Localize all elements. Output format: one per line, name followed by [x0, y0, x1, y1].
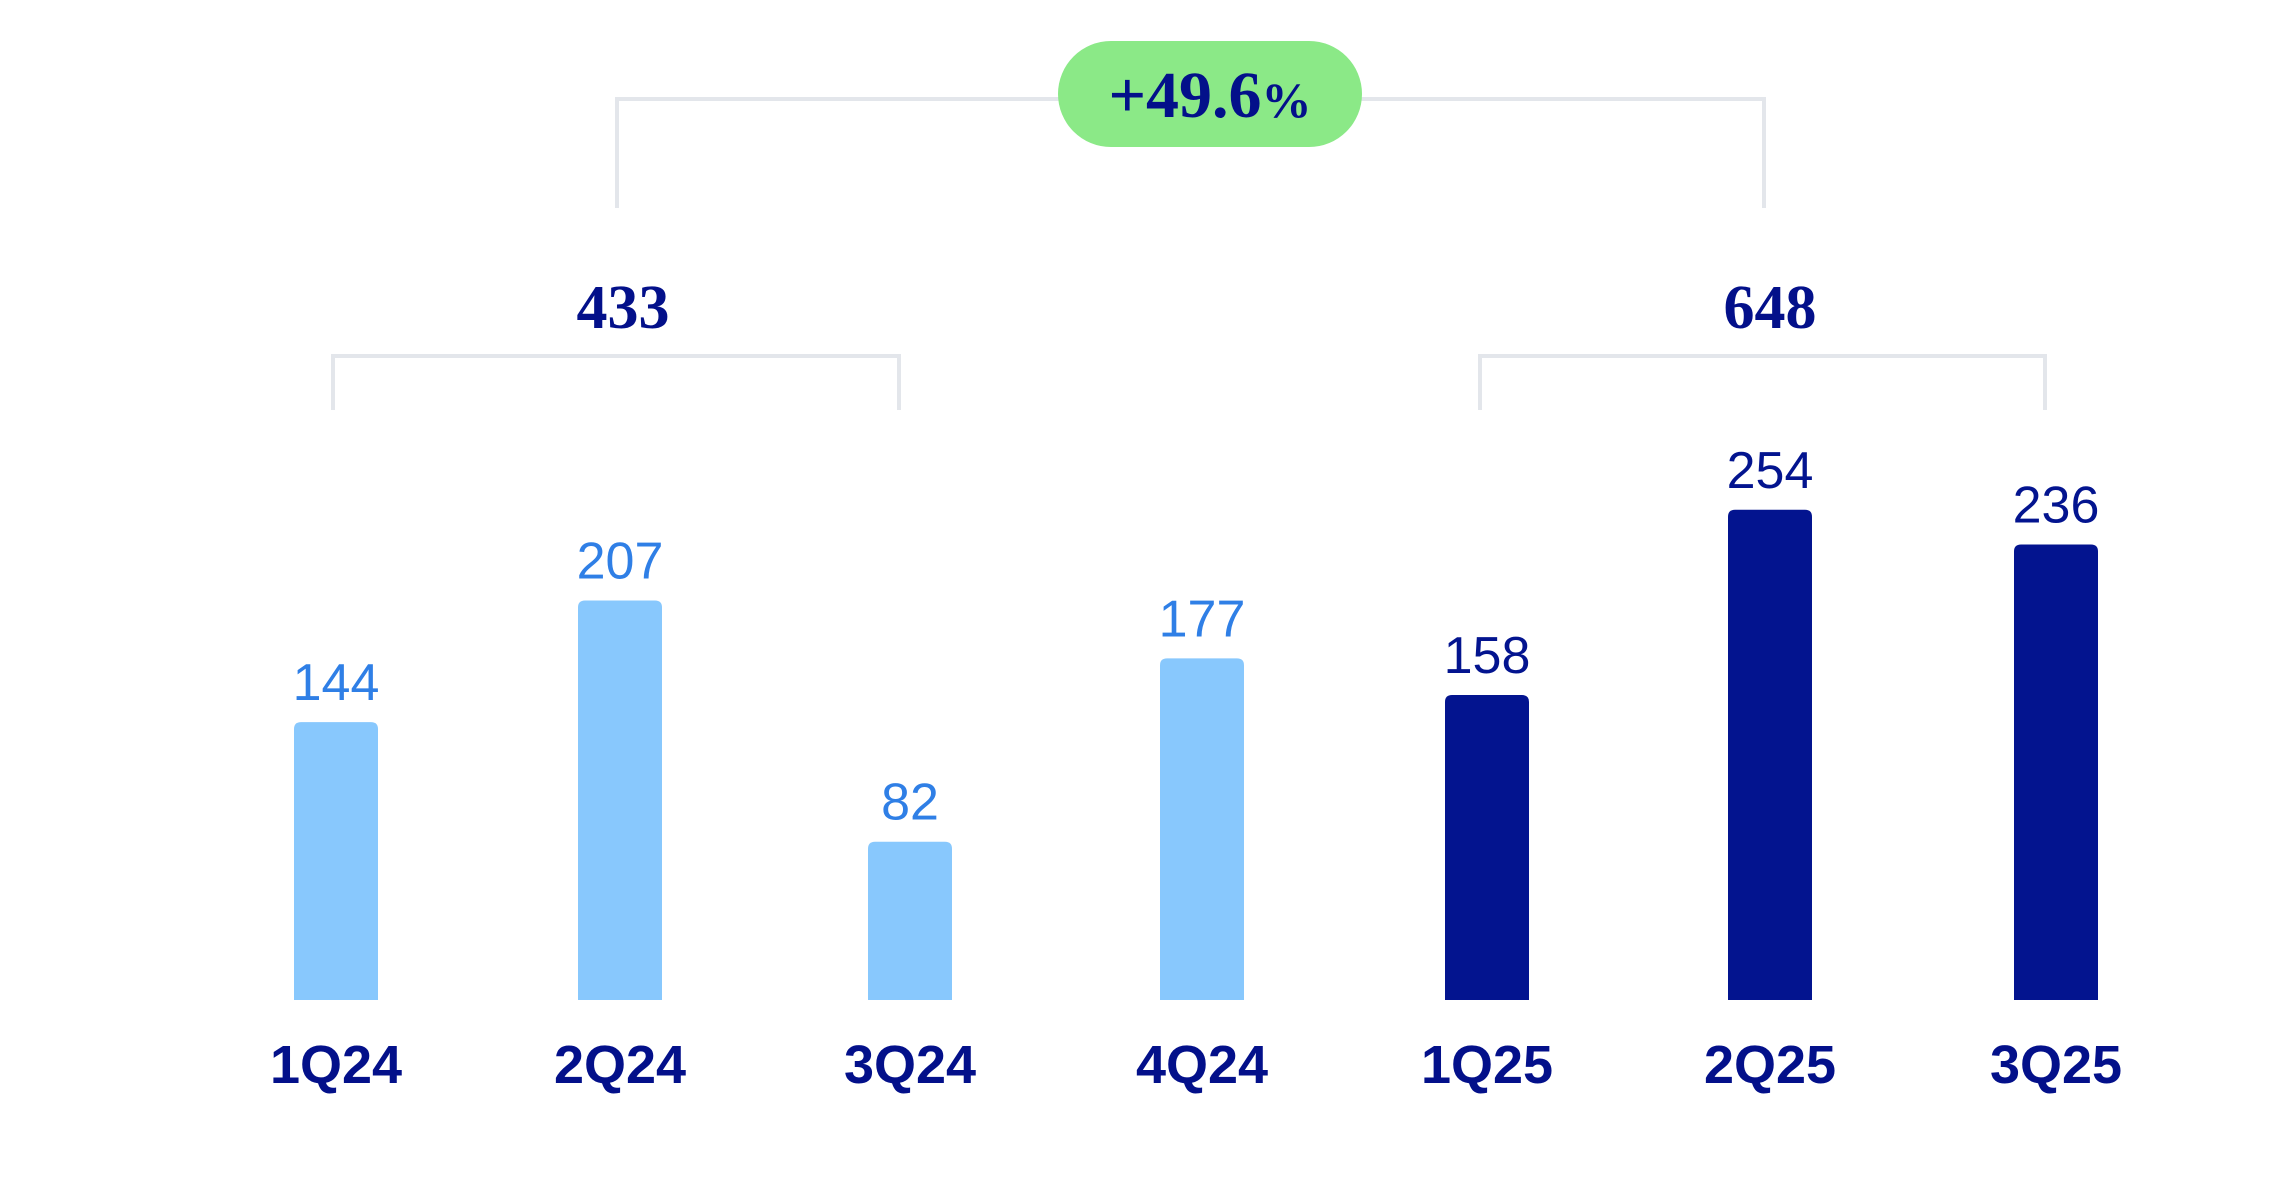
category-label-2q24: 2Q24: [554, 1035, 686, 1095]
bar-1q24: [294, 722, 378, 1000]
bar-2q24: [578, 600, 662, 1000]
bracket-total-2: 648: [1724, 274, 1817, 342]
bracket-line-1: [331, 354, 901, 410]
bars-group: [294, 509, 2098, 1000]
growth-badge-group: +49.6%: [1058, 41, 1362, 147]
growth-unit: %: [1262, 72, 1312, 128]
value-labels-group: 144 207 82 177 158 254 236: [293, 442, 2100, 832]
bracket-line-2: [1478, 354, 2047, 410]
category-label-2q25: 2Q25: [1704, 1035, 1836, 1095]
growth-number: +49.6: [1108, 59, 1261, 132]
bar-4q24: [1160, 658, 1244, 1000]
bar-3q24: [868, 841, 952, 1000]
bracket-totals-group: 433 648: [577, 274, 1817, 342]
bar-3q25: [2014, 544, 2098, 1000]
value-label-1q24: 144: [293, 654, 380, 712]
category-label-1q24: 1Q24: [270, 1035, 402, 1095]
value-label-3q24: 82: [881, 774, 939, 832]
bracket-total-1: 433: [577, 274, 670, 342]
growth-label: +49.6%: [1108, 59, 1311, 132]
category-label-3q25: 3Q25: [1990, 1035, 2122, 1095]
growth-badge: [1058, 41, 1362, 147]
category-label-1q25: 1Q25: [1421, 1035, 1553, 1095]
bar-2q25: [1728, 509, 1812, 1000]
category-label-4q24: 4Q24: [1136, 1035, 1268, 1095]
value-label-2q24: 207: [577, 532, 664, 590]
value-label-3q25: 236: [2013, 477, 2100, 535]
value-label-4q24: 177: [1159, 590, 1246, 648]
value-label-1q25: 158: [1444, 627, 1531, 685]
bar-1q25: [1445, 695, 1529, 1000]
value-label-2q25: 254: [1727, 442, 1814, 500]
category-labels-group: 1Q24 2Q24 3Q24 4Q24 1Q25 2Q25 3Q25: [270, 1035, 2122, 1095]
category-label-3q24: 3Q24: [844, 1035, 976, 1095]
